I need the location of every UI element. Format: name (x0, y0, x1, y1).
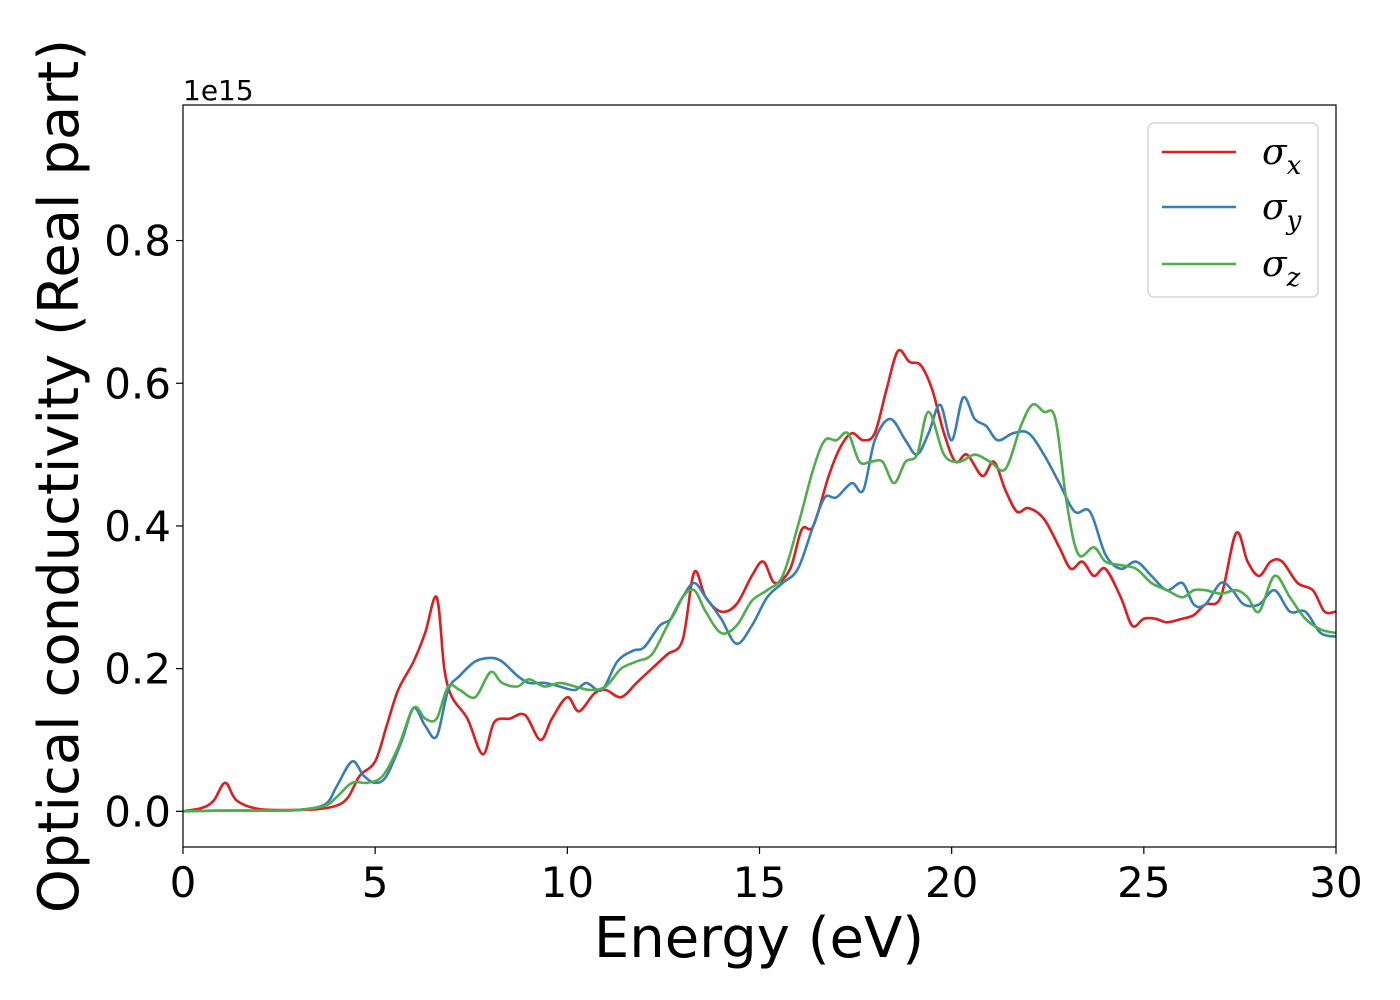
x-axis-title: Energy (eV) (594, 906, 924, 971)
y-offset-label: 1e15 (183, 74, 254, 107)
x-tick-label: 10 (541, 858, 594, 907)
series-line-x (183, 348, 1336, 813)
y-tick-label: 0.2 (104, 645, 171, 694)
series-layer (183, 348, 1336, 813)
x-axis-ticks: 0 5 10 15 20 25 30 (170, 847, 1363, 907)
series-line-z (183, 402, 1336, 813)
y-tick-label: 0.6 (104, 359, 171, 408)
x-tick-label: 15 (733, 858, 786, 907)
x-tick-label: 30 (1309, 858, 1362, 907)
y-tick-label: 0.8 (104, 217, 171, 266)
x-tick-label: 5 (362, 858, 389, 907)
y-tick-label: 0.4 (104, 502, 171, 551)
y-tick-label: 0.0 (104, 787, 171, 836)
series-line-y (183, 395, 1336, 813)
x-tick-label: 25 (1117, 858, 1170, 907)
y-axis-title: Optical conductivity (Real part) (27, 39, 92, 913)
y-axis-ticks: 0.0 0.2 0.4 0.6 0.8 (104, 217, 183, 836)
x-tick-label: 0 (170, 858, 197, 907)
legend-box (1147, 122, 1319, 298)
x-tick-label: 20 (925, 858, 978, 907)
